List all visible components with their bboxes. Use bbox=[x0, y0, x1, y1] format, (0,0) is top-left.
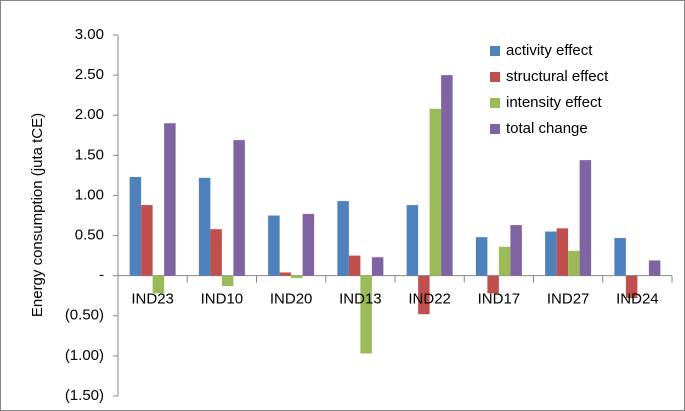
bar bbox=[510, 225, 522, 276]
legend-label: activity effect bbox=[506, 42, 593, 59]
bar bbox=[568, 250, 580, 276]
y-tick-label: 1.50 bbox=[75, 146, 104, 163]
x-tick-label: IND23 bbox=[131, 291, 174, 308]
y-axis-label: Energy consumption (juta tCE) bbox=[29, 113, 46, 317]
legend-label: structural effect bbox=[506, 68, 609, 85]
bar bbox=[348, 255, 361, 276]
bar bbox=[487, 275, 499, 294]
legend-label: intensity effect bbox=[506, 94, 602, 111]
bar bbox=[648, 260, 661, 276]
y-tick-label: 3.00 bbox=[75, 26, 104, 43]
legend-label: total change bbox=[506, 120, 588, 137]
y-tick-label: (0.50) bbox=[65, 307, 104, 324]
legend-swatch bbox=[490, 98, 500, 108]
y-tick-label: - bbox=[99, 267, 104, 284]
bar bbox=[268, 215, 280, 276]
x-tick-label: IND17 bbox=[478, 291, 521, 308]
bar bbox=[221, 275, 234, 287]
bar bbox=[233, 140, 245, 276]
y-tick-label: 1.00 bbox=[75, 186, 104, 203]
y-tick-label: (1.50) bbox=[65, 387, 104, 404]
bar bbox=[371, 257, 384, 276]
bar bbox=[291, 275, 303, 279]
bar bbox=[129, 176, 142, 276]
bar bbox=[441, 75, 453, 276]
y-tick-label: (1.00) bbox=[65, 347, 104, 364]
x-tick-label: IND27 bbox=[547, 291, 590, 308]
x-tick-label: IND20 bbox=[270, 291, 313, 308]
y-tick-label: 0.50 bbox=[75, 227, 104, 244]
bar bbox=[579, 160, 592, 276]
bar bbox=[164, 123, 176, 276]
bar bbox=[210, 229, 222, 276]
bar bbox=[498, 246, 511, 276]
bar bbox=[475, 237, 488, 276]
bar bbox=[614, 237, 626, 276]
bar bbox=[152, 275, 165, 294]
legend-swatch bbox=[490, 72, 500, 82]
x-tick-label: IND24 bbox=[616, 291, 659, 308]
bar bbox=[302, 213, 315, 276]
y-tick-label: 2.00 bbox=[75, 106, 104, 123]
legend-swatch bbox=[490, 124, 500, 134]
x-tick-label: IND13 bbox=[339, 291, 382, 308]
bar bbox=[141, 205, 153, 276]
bar bbox=[406, 205, 419, 276]
x-tick-label: IND10 bbox=[201, 291, 244, 308]
bar bbox=[198, 177, 211, 276]
bar bbox=[429, 108, 442, 276]
bar bbox=[625, 275, 638, 299]
bar bbox=[279, 272, 292, 276]
bar bbox=[360, 275, 372, 354]
bar bbox=[337, 201, 349, 276]
bar bbox=[418, 275, 430, 315]
x-tick-label: IND22 bbox=[408, 291, 451, 308]
y-tick-label: 2.50 bbox=[75, 66, 104, 83]
bar bbox=[556, 228, 569, 276]
legend-swatch bbox=[490, 46, 500, 56]
bar bbox=[545, 231, 557, 276]
